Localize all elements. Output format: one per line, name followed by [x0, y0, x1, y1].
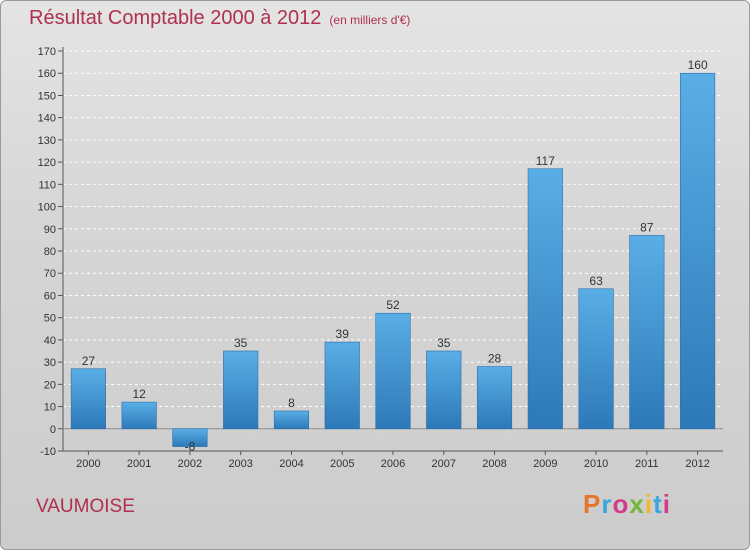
bar [426, 350, 462, 430]
bar-value-label: -8 [185, 440, 196, 454]
logo-letter: x [629, 489, 645, 519]
bar-value-label: 27 [82, 354, 96, 368]
y-tick-label: 100 [38, 202, 56, 214]
chart-title: Résultat Comptable 2000 à 2012 (en millie… [29, 7, 410, 30]
bars [70, 72, 716, 447]
bar-value-label: 117 [536, 154, 555, 168]
location-name: VAUMOISE [36, 496, 135, 517]
y-tick-label: 10 [44, 402, 56, 414]
y-tick-label: 150 [38, 90, 56, 102]
y-tick-label: 130 [38, 135, 56, 147]
bar [70, 368, 106, 430]
x-tick-label: 2002 [178, 458, 202, 470]
y-tick-label: 110 [38, 179, 56, 191]
bar-value-label: 63 [589, 274, 603, 288]
x-tick-label: 2006 [381, 458, 405, 470]
logo-letter: i [662, 489, 671, 519]
y-tick-label: 50 [44, 313, 56, 325]
x-tick-label: 2007 [432, 458, 456, 470]
x-tick-label: 2005 [330, 458, 354, 470]
bar [273, 410, 310, 430]
x-tick-label: 2004 [279, 458, 303, 470]
bar [578, 288, 614, 430]
labels: -10 0 10 20 30 40 50 60 70 80 90 100 110 120 130 140 150… [38, 46, 710, 470]
y-tick-label: 60 [44, 290, 56, 302]
y-tick-label: 0 [50, 424, 56, 436]
bar-value-label: 8 [288, 396, 295, 410]
bar [121, 401, 157, 430]
x-tick-label: 2001 [127, 458, 151, 470]
y-tick-label: 30 [44, 357, 56, 369]
y-tick-label: 20 [44, 379, 56, 391]
bar [324, 341, 360, 430]
x-tick-label: 2003 [228, 458, 252, 470]
y-tick-label: 140 [38, 113, 56, 125]
x-tick-label: 2000 [76, 458, 100, 470]
bar [527, 168, 563, 430]
bar-value-label: 35 [234, 336, 248, 350]
bar [375, 312, 411, 430]
y-tick-label: -10 [40, 446, 56, 458]
bar-value-label: 52 [386, 298, 400, 312]
logo-letter: r [601, 489, 613, 519]
x-tick-label: 2010 [584, 458, 608, 470]
bar [680, 72, 716, 430]
logo-letter: t [653, 489, 663, 519]
x-tick-label: 2008 [482, 458, 506, 470]
bar-value-label: 39 [336, 327, 350, 341]
y-tick-label: 80 [44, 246, 56, 258]
bar [223, 350, 259, 430]
x-tick-label: 2009 [533, 458, 557, 470]
x-tick-label: 2011 [635, 458, 659, 470]
bar-value-label: 28 [488, 352, 502, 366]
bar-value-label: 35 [437, 336, 451, 350]
y-tick-label: 90 [44, 224, 56, 236]
chart-title-text: Résultat Comptable 2000 à 2012 [29, 7, 322, 29]
logo-letter: i [644, 489, 654, 519]
bar [172, 428, 208, 447]
x-tick-label: 2012 [685, 458, 709, 470]
chart-subtitle: (en milliers d'€) [329, 13, 411, 27]
y-tick-label: 120 [38, 157, 56, 169]
proxiti-logo: Proxiti [583, 489, 671, 520]
bar-value-label: 87 [640, 220, 654, 234]
logo-letter: o [612, 489, 630, 519]
y-tick-label: 160 [38, 68, 56, 80]
y-tick-label: 70 [44, 268, 56, 280]
logo-letter: P [583, 489, 602, 519]
bar [629, 235, 665, 430]
bar-value-label: 160 [688, 58, 708, 72]
y-tick-label: 40 [44, 335, 56, 347]
y-tick-label: 170 [38, 46, 56, 58]
bar-value-label: 12 [132, 387, 146, 401]
bar [476, 366, 513, 430]
